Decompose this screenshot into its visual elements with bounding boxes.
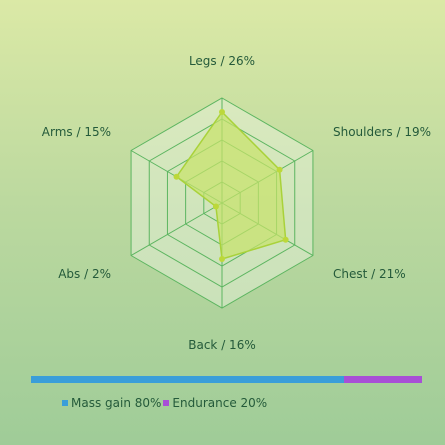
legend-swatch-endurance — [163, 400, 170, 406]
legend-item-endurance: Endurance 20% — [163, 396, 267, 410]
axis-label-legs: Legs / 26% — [189, 54, 255, 68]
legend-label-mass-gain: Mass gain 80% — [71, 396, 162, 410]
axis-label-shoulders: Shoulders / 19% — [333, 125, 431, 139]
data-point-shoulders — [276, 166, 283, 173]
axis-label-abs: Abs / 2% — [58, 267, 111, 281]
data-point-chest — [282, 236, 289, 243]
spoke-abs — [130, 202, 223, 256]
axis-label-arms: Arms / 15% — [42, 125, 111, 139]
bar-segment-mass-gain — [31, 376, 344, 383]
data-point-legs — [219, 109, 225, 115]
axis-label-back: Back / 16% — [188, 338, 255, 352]
legend: Mass gain 80% Endurance 20% — [62, 396, 269, 410]
data-point-arms — [173, 173, 180, 180]
stacked-bar — [31, 376, 422, 383]
data-point-back — [219, 256, 225, 262]
data-point-abs — [212, 203, 219, 210]
bar-segment-endurance — [343, 376, 422, 383]
legend-item-mass-gain: Mass gain 80% — [62, 396, 161, 410]
legend-swatch-mass-gain — [62, 400, 68, 406]
axis-label-chest: Chest / 21% — [333, 267, 406, 281]
legend-label-endurance: Endurance 20% — [172, 396, 268, 410]
